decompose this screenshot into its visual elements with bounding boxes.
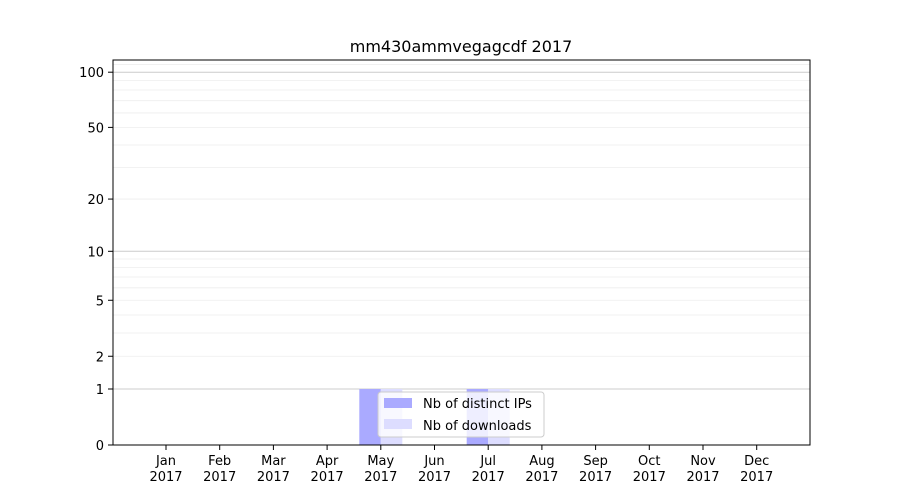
x-tick-label-year: 2017	[633, 470, 666, 485]
x-tick-label: Mar	[261, 454, 286, 469]
x-tick-label: Sep	[583, 454, 608, 469]
y-tick-label: 1	[96, 383, 104, 398]
x-tick-label: Apr	[316, 454, 339, 469]
chart-title: mm430ammvegagcdf 2017	[350, 37, 573, 56]
x-tick-label: Jul	[479, 454, 496, 469]
y-tick-label: 100	[79, 66, 104, 81]
x-tick-label-year: 2017	[525, 470, 558, 485]
x-tick-label-year: 2017	[418, 470, 451, 485]
x-tick-label: Jun	[423, 454, 444, 469]
x-tick-label-year: 2017	[311, 470, 344, 485]
grid	[113, 64, 810, 390]
legend-label-downloads: Nb of downloads	[423, 419, 532, 434]
x-tick-label-year: 2017	[203, 470, 236, 485]
x-tick-label: Oct	[638, 454, 660, 469]
x-axis: Jan2017Feb2017Mar2017Apr2017May2017Jun20…	[149, 445, 773, 485]
x-tick-label: Feb	[208, 454, 231, 469]
y-tick-label: 10	[87, 245, 104, 260]
x-tick-label-year: 2017	[740, 470, 773, 485]
x-tick-label-year: 2017	[364, 470, 397, 485]
legend-swatch-downloads	[384, 419, 412, 429]
x-tick-label: May	[367, 454, 394, 469]
legend: Nb of distinct IPs Nb of downloads	[377, 391, 545, 438]
y-tick-label: 50	[87, 121, 104, 136]
y-tick-label: 20	[87, 193, 104, 208]
x-tick-label: Aug	[529, 454, 554, 469]
x-tick-label-year: 2017	[579, 470, 612, 485]
y-axis: 0 1 2 5 10 20 50 100	[79, 66, 113, 454]
x-tick-label-year: 2017	[686, 470, 719, 485]
x-tick-label: Dec	[744, 454, 769, 469]
x-tick-label-year: 2017	[472, 470, 505, 485]
plot-frame	[112, 59, 811, 446]
legend-label-ips: Nb of distinct IPs	[423, 397, 532, 412]
x-tick-label-year: 2017	[257, 470, 290, 485]
bar-distinct-ips	[359, 389, 381, 445]
legend-swatch-ips	[384, 398, 412, 408]
y-tick-label: 0	[96, 439, 104, 454]
x-tick-label-year: 2017	[149, 470, 182, 485]
x-tick-label: Nov	[690, 454, 716, 469]
x-tick-label: Jan	[155, 454, 176, 469]
y-tick-label: 2	[96, 350, 104, 365]
y-tick-label: 5	[96, 294, 104, 309]
